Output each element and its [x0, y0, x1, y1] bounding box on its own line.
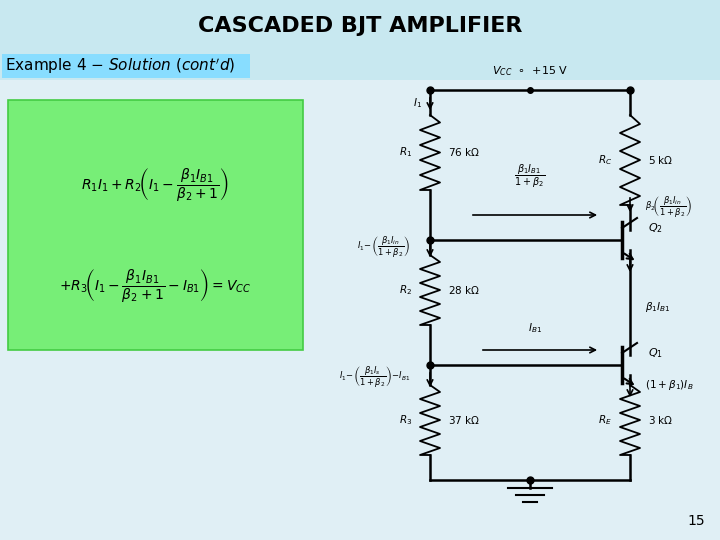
Text: $\beta_1 I_{B1}$: $\beta_1 I_{B1}$	[645, 300, 670, 314]
Text: 76 k$\Omega$: 76 k$\Omega$	[448, 146, 480, 159]
Bar	[8, 100, 303, 350]
Text: $R_3$: $R_3$	[399, 413, 412, 427]
Bar	[0, 52, 720, 80]
Bar	[0, 0, 720, 52]
Bar	[2, 54, 250, 78]
Text: CASCADED BJT AMPLIFIER: CASCADED BJT AMPLIFIER	[198, 16, 522, 36]
Text: 3 k$\Omega$: 3 k$\Omega$	[648, 414, 673, 426]
Text: $\dfrac{\beta_1 I_{B1}}{1+\beta_2}$: $\dfrac{\beta_1 I_{B1}}{1+\beta_2}$	[515, 163, 546, 190]
Text: 37 k$\Omega$: 37 k$\Omega$	[448, 414, 480, 426]
Text: Example 4 $-$ $\it{Solution}$ ($\it{cont'd}$): Example 4 $-$ $\it{Solution}$ ($\it{cont…	[5, 56, 235, 76]
Text: 15: 15	[688, 514, 705, 528]
Text: $V_{CC}$  $\circ$  +15 V: $V_{CC}$ $\circ$ +15 V	[492, 64, 568, 78]
Text: $R_C$: $R_C$	[598, 153, 612, 167]
Text: 28 k$\Omega$: 28 k$\Omega$	[448, 284, 480, 296]
Text: $I_1\!-\!\left(\dfrac{\beta_1 I_{in}}{1+\beta_2}\right)$: $I_1\!-\!\left(\dfrac{\beta_1 I_{in}}{1+…	[357, 234, 410, 260]
Text: $\beta_2\!\left(\dfrac{\beta_1 I_{in}}{1+\beta_2}\right)$: $\beta_2\!\left(\dfrac{\beta_1 I_{in}}{1…	[645, 194, 692, 219]
Text: $I_1$: $I_1$	[413, 96, 422, 110]
Text: $R_1I_1 + R_2\!\left(I_1 - \dfrac{\beta_1 I_{B1}}{\beta_2 + 1}\right)$: $R_1I_1 + R_2\!\left(I_1 - \dfrac{\beta_…	[81, 166, 229, 204]
Text: $(1+\beta_1)I_{B}$: $(1+\beta_1)I_{B}$	[645, 378, 693, 392]
Text: $Q_2$: $Q_2$	[648, 221, 663, 235]
Text: $I_1\!-\!\left(\dfrac{\beta_1 I_s}{1+\beta_2}\right)\!-\!I_{B1}$: $I_1\!-\!\left(\dfrac{\beta_1 I_s}{1+\be…	[338, 364, 410, 389]
Text: $R_2$: $R_2$	[399, 283, 412, 297]
Text: $R_1$: $R_1$	[399, 146, 412, 159]
Text: $R_E$: $R_E$	[598, 413, 612, 427]
Text: $+ R_3\!\left(I_1 - \dfrac{\beta_1 I_{B1}}{\beta_2 + 1} - I_{B1}\right) = V_{CC}: $+ R_3\!\left(I_1 - \dfrac{\beta_1 I_{B1…	[59, 267, 251, 303]
Text: 5 k$\Omega$: 5 k$\Omega$	[648, 154, 673, 166]
Text: $I_{B1}$: $I_{B1}$	[528, 321, 542, 335]
Text: $Q_1$: $Q_1$	[648, 346, 663, 360]
